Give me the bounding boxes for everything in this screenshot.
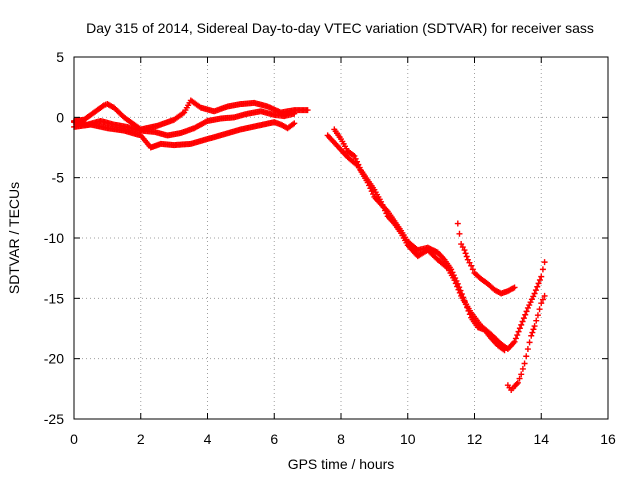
- x-tick-label: 6: [270, 431, 278, 447]
- data-point: [534, 283, 541, 290]
- data-point: [516, 375, 523, 382]
- data-point: [291, 110, 298, 117]
- data-point: [541, 259, 548, 266]
- x-tick-label: 4: [204, 431, 212, 447]
- chart-title: Day 315 of 2014, Sidereal Day-to-day VTE…: [86, 20, 594, 36]
- data-point: [464, 256, 471, 263]
- data-point: [511, 284, 518, 291]
- data-point: [526, 302, 533, 309]
- data-point: [454, 220, 461, 227]
- data-point: [457, 287, 464, 294]
- y-tick-label: 0: [56, 109, 64, 125]
- data-point: [529, 329, 536, 336]
- data-point: [462, 301, 469, 308]
- data-point: [519, 318, 526, 325]
- data-point: [459, 244, 466, 251]
- data-point: [524, 346, 531, 353]
- x-axis-label: GPS time / hours: [288, 456, 395, 472]
- y-tick-label: -25: [44, 411, 64, 427]
- data-point: [524, 304, 531, 311]
- data-point: [454, 280, 461, 287]
- data-point: [539, 266, 546, 273]
- data-point: [516, 325, 523, 332]
- x-tick-label: 14: [533, 431, 549, 447]
- data-point: [535, 280, 542, 287]
- data-point: [541, 292, 548, 299]
- data-point: [458, 241, 465, 248]
- data-point: [531, 323, 538, 330]
- x-tick-label: 0: [70, 431, 78, 447]
- data-point: [523, 308, 530, 315]
- data-point: [456, 284, 463, 291]
- data-point: [534, 312, 541, 319]
- data-point: [466, 259, 473, 266]
- data-point: [464, 304, 471, 311]
- y-tick-label: -10: [44, 230, 64, 246]
- data-point: [353, 161, 360, 168]
- series-track-d: [331, 126, 548, 353]
- y-tick-label: -20: [44, 351, 64, 367]
- data-point: [523, 353, 530, 360]
- data-point: [536, 276, 543, 283]
- data-point: [521, 360, 528, 367]
- data-point: [532, 287, 539, 294]
- data-point: [538, 273, 545, 280]
- y-tick-label: -15: [44, 290, 64, 306]
- data-point: [530, 293, 537, 300]
- series-track-c: [71, 119, 298, 151]
- data-point: [522, 311, 529, 318]
- data-point: [461, 247, 468, 254]
- data-point: [528, 332, 535, 339]
- series-track-e: [324, 132, 508, 354]
- data-point: [469, 266, 476, 273]
- series-track-f: [454, 220, 518, 297]
- data-point: [539, 296, 546, 303]
- data-point: [530, 326, 537, 333]
- data-point: [462, 250, 469, 257]
- data-point: [511, 338, 518, 345]
- data-point: [518, 371, 525, 378]
- data-point: [466, 311, 473, 318]
- axis-ticks: [73, 56, 609, 420]
- data-point: [460, 294, 467, 301]
- data-point: [465, 307, 472, 314]
- data-point: [533, 317, 540, 324]
- data-point: [461, 297, 468, 304]
- data-point: [458, 290, 465, 297]
- data-point: [538, 300, 545, 307]
- data-point: [528, 296, 535, 303]
- x-tick-label: 16: [600, 431, 616, 447]
- data-points: [71, 97, 548, 394]
- y-tick-label: 5: [56, 49, 64, 65]
- data-point: [526, 339, 533, 346]
- data-point: [519, 365, 526, 372]
- data-point: [514, 332, 521, 339]
- series-track-g: [504, 292, 548, 394]
- x-tick-labels: 0 2 4 6 8 10 12 14 16: [70, 431, 616, 447]
- data-point: [512, 335, 519, 342]
- data-point: [531, 290, 538, 297]
- y-axis-label: SDTVAR / TECUs: [6, 182, 22, 294]
- data-point: [513, 381, 520, 388]
- y-tick-labels: -25 -20 -15 -10 -5 0 5: [44, 49, 64, 427]
- data-point: [468, 262, 475, 269]
- data-point: [520, 315, 527, 322]
- y-tick-label: -5: [52, 170, 65, 186]
- x-tick-label: 10: [400, 431, 416, 447]
- data-point: [304, 107, 311, 114]
- data-point: [536, 306, 543, 313]
- x-tick-label: 8: [337, 431, 345, 447]
- data-point: [291, 120, 298, 127]
- data-point: [463, 253, 470, 260]
- data-point: [514, 379, 521, 386]
- data-point: [501, 347, 508, 354]
- data-point: [527, 299, 534, 306]
- data-point: [456, 230, 463, 237]
- x-tick-label: 2: [137, 431, 145, 447]
- x-tick-label: 12: [467, 431, 483, 447]
- data-point: [518, 321, 525, 328]
- grid-layer: [74, 57, 608, 419]
- data-point: [515, 328, 522, 335]
